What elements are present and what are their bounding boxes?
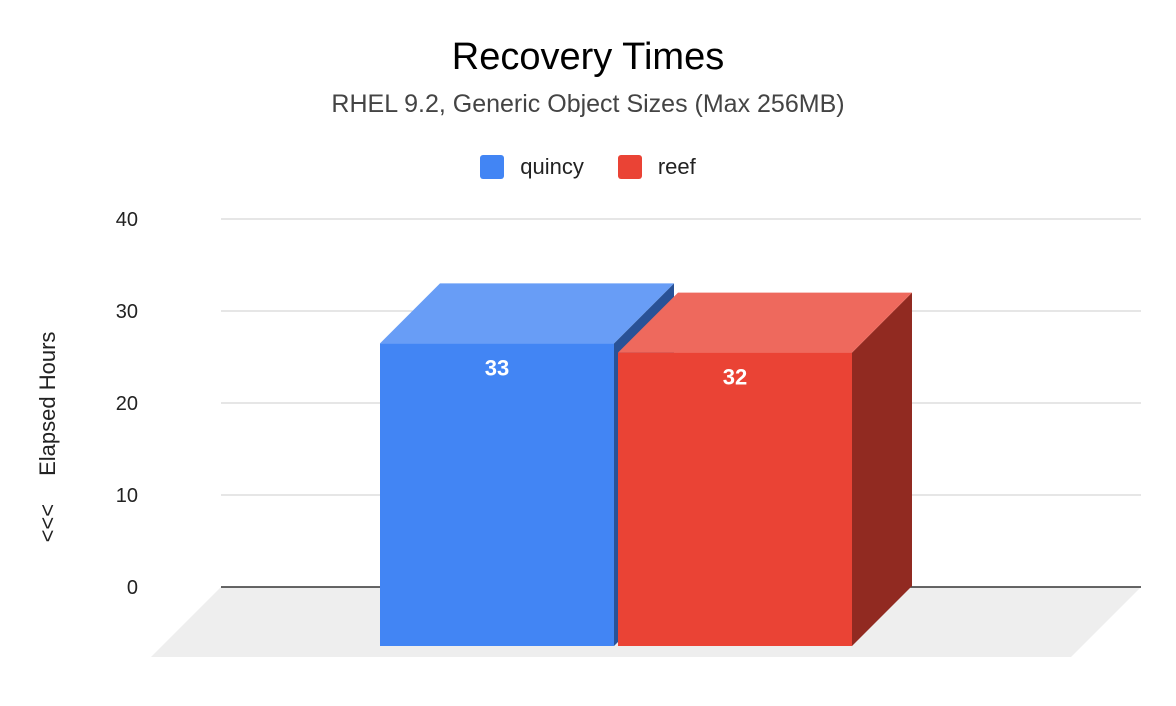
y-tick-label: 40: [116, 209, 138, 231]
legend-item-quincy: quincy: [480, 154, 584, 180]
data-label-reef: 32: [723, 365, 747, 390]
bar-top-reef: [618, 292, 912, 353]
y-tick-label: 10: [116, 485, 138, 507]
legend-item-reef: reef: [617, 154, 696, 180]
chart-subtitle: RHEL 9.2, Generic Object Sizes (Max 256M…: [331, 90, 845, 118]
legend-swatch-quincy: [480, 155, 505, 179]
legend-label-quincy: quincy: [520, 154, 584, 179]
y-tick-label: 0: [127, 577, 138, 599]
bar-top-quincy: [380, 283, 674, 344]
data-label-quincy: 33: [485, 355, 509, 380]
legend-label-reef: reef: [657, 154, 696, 179]
legend: quincy reef: [0, 152, 1176, 182]
y-tick-label: 30: [116, 301, 138, 323]
bar-reef: [618, 352, 852, 646]
chart-title: Recovery Times: [451, 36, 725, 78]
y-tick-label: 20: [116, 393, 138, 415]
legend-swatch-reef: [617, 155, 642, 179]
bar-side-reef: [852, 292, 912, 646]
bar-quincy: [380, 343, 614, 646]
